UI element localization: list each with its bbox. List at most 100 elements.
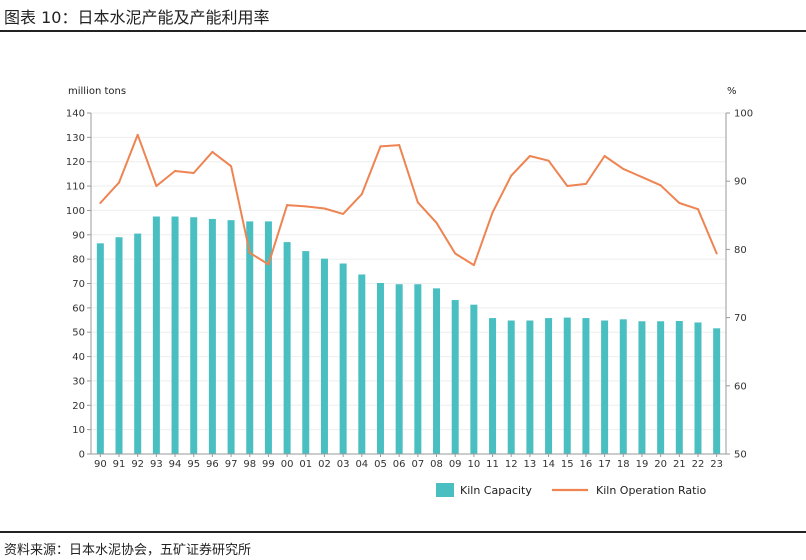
right-tick-label: 90 [734,177,747,188]
left-tick-label: 60 [72,303,85,314]
bar-kiln-capacity [115,237,123,454]
x-tick-label: 22 [692,459,705,470]
left-tick-label: 140 [66,109,85,120]
point-kiln-operation-ratio [379,145,382,148]
x-axis-ticks: 90 91 92 93 94 95 96 97 98 99 00 01 02 03 04 05 06 07 08 09… [94,454,723,470]
point-kiln-operation-ratio [566,184,569,187]
left-tick-label: 70 [72,279,85,290]
point-kiln-operation-ratio [472,264,475,267]
x-tick-label: 08 [430,459,443,470]
x-tick-label: 12 [505,459,518,470]
point-kiln-operation-ratio [715,252,718,255]
x-tick-label: 18 [617,459,630,470]
x-tick-label: 11 [486,459,499,470]
right-tick-label: 80 [734,245,747,256]
left-tick-label: 100 [66,206,85,217]
point-kiln-operation-ratio [342,212,345,215]
figure-title: 图表 10：日本水泥产能及产能利用率 [4,8,270,27]
bar-kiln-capacity [619,319,627,454]
point-kiln-operation-ratio [454,252,457,255]
point-kiln-operation-ratio [230,165,233,168]
point-kiln-operation-ratio [304,205,307,208]
bar-kiln-capacity [190,217,198,454]
source-note: 资料来源：日本水泥协会，五矿证券研究所 [4,543,252,558]
left-tick-label: 40 [72,352,85,363]
left-axis-ticks: 0 10 20 30 40 50 60 70 80 90 100 110 120 130 140 [66,109,91,461]
bar-kiln-capacity [134,233,142,454]
point-kiln-operation-ratio [491,211,494,214]
right-axis-unit: % [727,86,737,97]
point-kiln-operation-ratio [286,204,289,207]
left-tick-label: 120 [66,157,85,168]
left-tick-label: 0 [79,450,85,461]
bar-kiln-capacity [545,318,553,454]
legend-label-kiln-operation-ratio: Kiln Operation Ratio [596,484,707,497]
bar-kiln-capacity [470,304,478,454]
point-kiln-operation-ratio [603,154,606,157]
x-tick-label: 96 [206,459,219,470]
bar-kiln-capacity [582,318,590,454]
x-tick-label: 17 [598,459,611,470]
bar-kiln-capacity [264,221,272,454]
point-kiln-operation-ratio [416,201,419,204]
point-kiln-operation-ratio [174,169,177,172]
bar-series [96,216,721,454]
x-tick-label: 07 [411,459,424,470]
bar-kiln-capacity [171,216,179,454]
x-tick-label: 95 [187,459,200,470]
line-kiln-operation-ratio [99,133,718,267]
x-tick-label: 14 [542,459,555,470]
x-tick-label: 94 [169,459,182,470]
x-tick-label: 00 [281,459,294,470]
bar-kiln-capacity [638,321,646,454]
point-kiln-operation-ratio [136,133,139,136]
bar-kiln-capacity [320,258,328,454]
x-tick-label: 93 [150,459,163,470]
bar-kiln-capacity [96,243,104,454]
bar-kiln-capacity [433,288,441,454]
left-tick-label: 10 [72,425,85,436]
point-kiln-operation-ratio [155,184,158,187]
bar-kiln-capacity [246,221,254,454]
point-kiln-operation-ratio [640,176,643,179]
bar-kiln-capacity [283,242,291,454]
point-kiln-operation-ratio [398,144,401,147]
bar-kiln-capacity [489,318,497,454]
right-axis-ticks: 50 60 70 80 90 100 [726,109,753,461]
x-tick-label: 13 [524,459,537,470]
x-tick-label: 04 [355,459,368,470]
x-tick-label: 97 [225,459,238,470]
right-tick-label: 100 [734,109,753,120]
point-kiln-operation-ratio [678,202,681,205]
bar-kiln-capacity [227,220,235,454]
point-kiln-operation-ratio [528,154,531,157]
top-rule [0,30,806,32]
point-kiln-operation-ratio [99,202,102,205]
bar-kiln-capacity [376,283,384,454]
x-tick-label: 20 [654,459,667,470]
x-tick-label: 99 [262,459,275,470]
bar-kiln-capacity [563,317,571,454]
x-tick-label: 03 [337,459,350,470]
bar-kiln-capacity [358,274,366,454]
x-tick-label: 10 [468,459,481,470]
x-tick-label: 90 [94,459,107,470]
right-tick-label: 60 [734,381,747,392]
bar-kiln-capacity [414,284,422,454]
right-tick-label: 70 [734,313,747,324]
x-tick-label: 06 [393,459,406,470]
x-tick-label: 16 [580,459,593,470]
point-kiln-operation-ratio [622,167,625,170]
point-kiln-operation-ratio [267,263,270,266]
x-tick-label: 23 [710,459,723,470]
x-tick-label: 01 [299,459,312,470]
bar-kiln-capacity [694,322,702,454]
bar-kiln-capacity [713,328,721,454]
left-tick-label: 110 [66,182,85,193]
point-kiln-operation-ratio [659,184,662,187]
bar-kiln-capacity [395,284,403,454]
bar-kiln-capacity [601,320,609,454]
point-kiln-operation-ratio [547,159,550,162]
point-kiln-operation-ratio [248,251,251,254]
bar-kiln-capacity [302,251,310,454]
